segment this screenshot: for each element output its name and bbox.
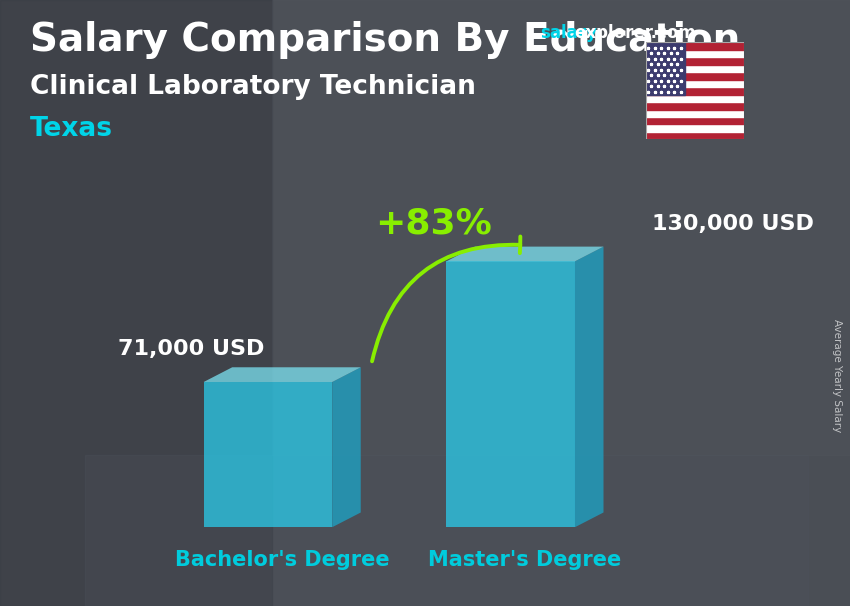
- Text: Master's Degree: Master's Degree: [428, 550, 621, 570]
- Bar: [646, 132, 744, 139]
- Bar: [646, 50, 744, 58]
- Polygon shape: [204, 382, 332, 527]
- Text: explorer.com: explorer.com: [575, 24, 696, 42]
- Polygon shape: [204, 367, 360, 382]
- Bar: [646, 65, 744, 72]
- Bar: [272, 0, 850, 454]
- Bar: [646, 110, 744, 117]
- Text: 71,000 USD: 71,000 USD: [117, 339, 264, 359]
- Text: Clinical Laboratory Technician: Clinical Laboratory Technician: [30, 74, 476, 100]
- Text: Texas: Texas: [30, 116, 113, 142]
- Bar: [646, 80, 744, 87]
- Polygon shape: [446, 247, 604, 261]
- Polygon shape: [332, 367, 360, 527]
- Bar: [646, 35, 685, 95]
- Text: Salary Comparison By Education: Salary Comparison By Education: [30, 21, 740, 59]
- Bar: [646, 42, 744, 50]
- Polygon shape: [446, 261, 575, 527]
- Bar: [646, 117, 744, 124]
- Bar: [0, 0, 272, 606]
- Polygon shape: [575, 247, 604, 527]
- Bar: [85, 454, 808, 606]
- Text: 130,000 USD: 130,000 USD: [652, 213, 814, 233]
- Text: Average Yearly Salary: Average Yearly Salary: [832, 319, 842, 432]
- Text: salary: salary: [540, 24, 597, 42]
- Bar: [646, 58, 744, 65]
- Bar: [646, 95, 744, 102]
- Bar: [646, 87, 744, 95]
- Bar: [646, 102, 744, 110]
- Bar: [646, 124, 744, 132]
- Text: Bachelor's Degree: Bachelor's Degree: [175, 550, 389, 570]
- Bar: [646, 72, 744, 80]
- Text: +83%: +83%: [376, 207, 492, 241]
